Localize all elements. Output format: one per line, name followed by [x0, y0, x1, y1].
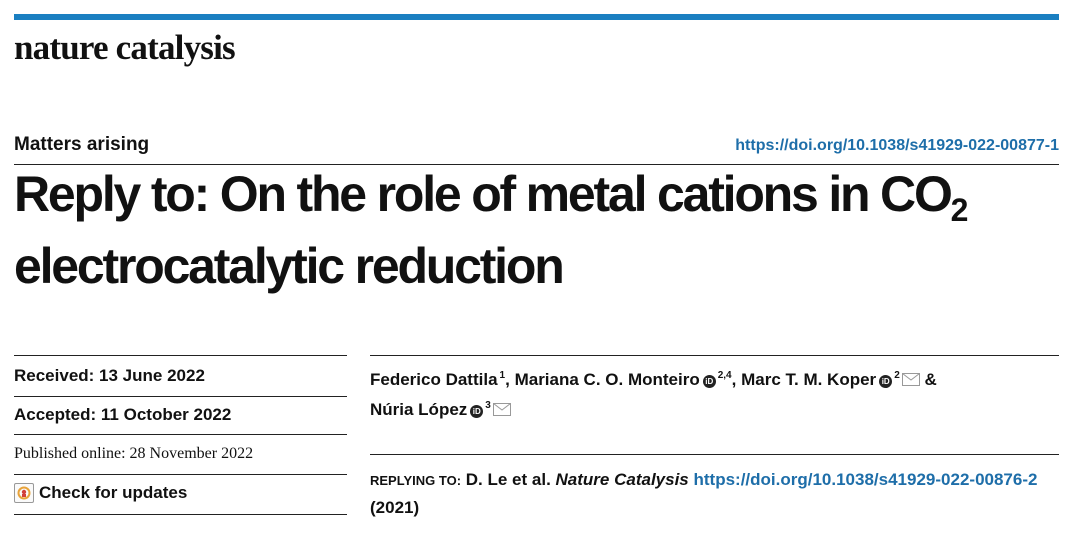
- article-doi-link[interactable]: https://doi.org/10.1038/s41929-022-00877…: [735, 137, 1059, 154]
- replying-authors: D. Le et al.: [465, 470, 551, 489]
- orcid-icon[interactable]: iD: [702, 375, 716, 388]
- author-name[interactable]: Marc T. M. Koper: [741, 370, 877, 389]
- orcid-icon[interactable]: iD: [879, 375, 893, 388]
- replying-divider: [370, 454, 1059, 455]
- replying-year: (2021): [370, 498, 420, 517]
- replying-label: REPLYING TO:: [370, 473, 462, 488]
- journal-logo: nature catalysis: [14, 28, 236, 67]
- check-for-updates-icon: [14, 483, 34, 503]
- article-dates: Received: 13 June 2022 Accepted: 11 Octo…: [14, 355, 347, 520]
- orcid-icon[interactable]: iD: [470, 405, 484, 418]
- author-affiliation: 2: [894, 370, 900, 381]
- author-affiliation: 3: [485, 400, 491, 411]
- replying-journal: Nature Catalysis: [555, 470, 689, 489]
- received-divider: [14, 396, 347, 397]
- email-icon[interactable]: [492, 403, 511, 416]
- accent-bar: [14, 14, 1059, 20]
- updates-divider: [14, 514, 347, 515]
- author-affiliation: 1: [499, 370, 506, 381]
- author-affiliation: 2,4: [717, 370, 732, 381]
- meta-divider-top: [14, 355, 347, 356]
- title-part-1: Reply to: On the role of metal cations i…: [14, 166, 953, 222]
- check-for-updates-button[interactable]: Check for updates: [14, 483, 187, 503]
- replying-to: REPLYING TO: D. Le et al. Nature Catalys…: [370, 466, 1050, 521]
- article-title: Reply to: On the role of metal cations i…: [14, 166, 1064, 294]
- author-name[interactable]: Núria López: [370, 400, 468, 419]
- title-subscript: 2: [950, 192, 969, 228]
- title-part-2: electrocatalytic reduction: [14, 238, 565, 294]
- published-divider: [14, 474, 347, 475]
- received-date: Received: 13 June 2022: [14, 366, 205, 385]
- check-for-updates-label: Check for updates: [39, 483, 188, 502]
- author-name[interactable]: Mariana C. O. Monteiro: [514, 370, 700, 389]
- title-divider: [14, 164, 1059, 165]
- authors-divider-top: [370, 355, 1059, 356]
- accepted-divider: [14, 434, 347, 435]
- email-icon[interactable]: [901, 373, 920, 386]
- author-list: Federico Dattila 1, Mariana C. O. Monteir…: [370, 370, 937, 419]
- article-type-label: Matters arising: [14, 134, 150, 155]
- replying-doi-link[interactable]: https://doi.org/10.1038/s41929-022-00876…: [693, 470, 1038, 489]
- author-name[interactable]: Federico Dattila: [370, 370, 498, 389]
- published-date: Published online: 28 November 2022: [14, 445, 254, 462]
- accepted-date: Accepted: 11 October 2022: [14, 405, 232, 424]
